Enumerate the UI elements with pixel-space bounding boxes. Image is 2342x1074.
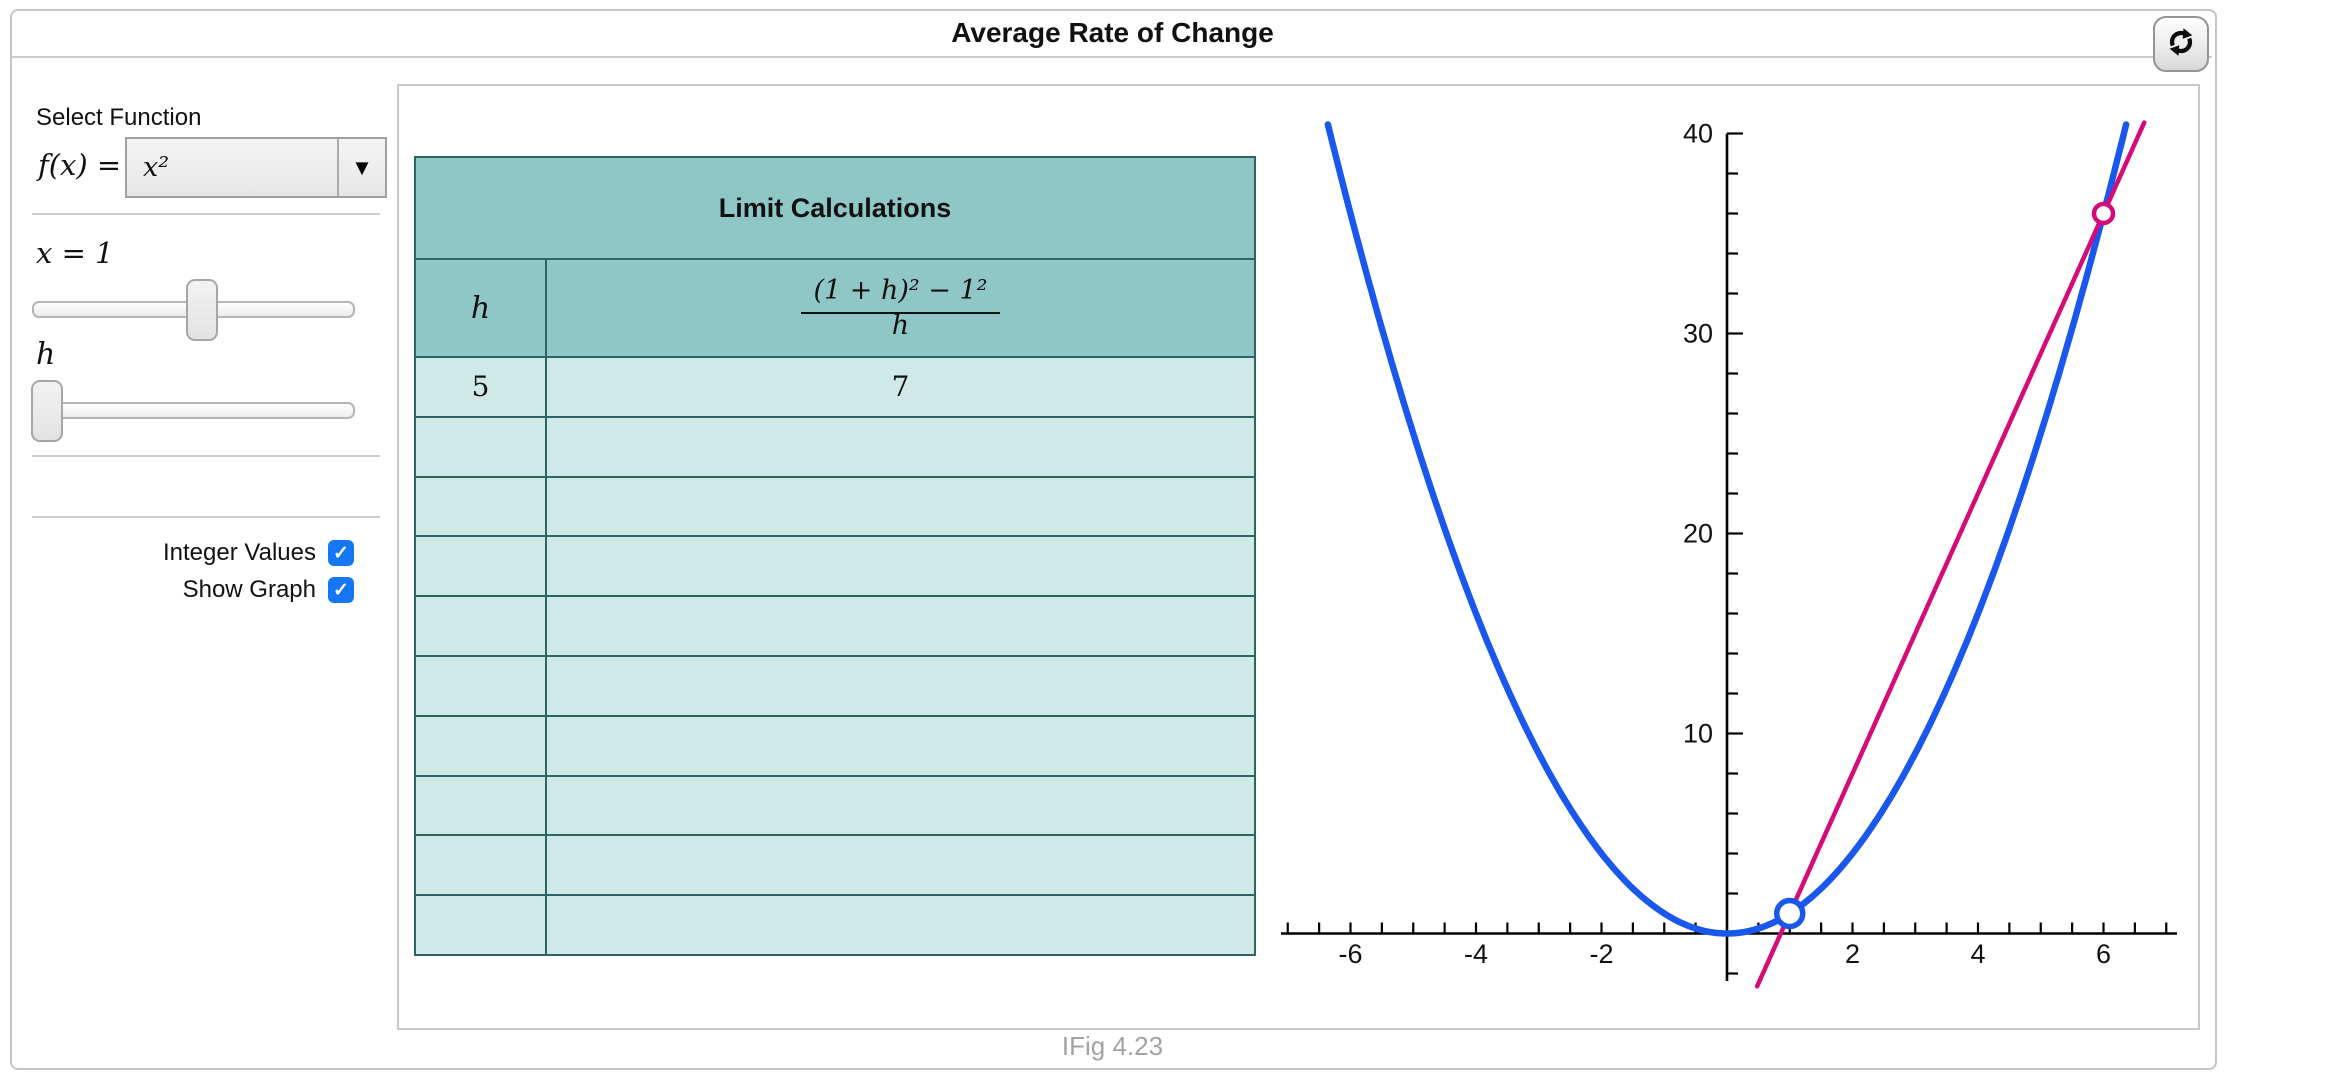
table-header-row: h (1 + h)² − 1² h bbox=[416, 260, 1254, 358]
h-cell bbox=[416, 716, 547, 775]
y-tick-label: 10 bbox=[1683, 719, 1713, 749]
table-row bbox=[416, 597, 1254, 657]
y-tick-label: 40 bbox=[1683, 119, 1713, 149]
sidebar-divider-1 bbox=[32, 213, 380, 215]
integer-values-checkbox[interactable]: ✓ bbox=[328, 540, 354, 566]
select-function-label: Select Function bbox=[36, 104, 202, 131]
x-tick-label: -6 bbox=[1338, 939, 1362, 969]
value-cell bbox=[547, 896, 1254, 954]
integer-values-label: Integer Values bbox=[163, 539, 316, 566]
function-dropdown-value: x² bbox=[143, 152, 170, 183]
title-divider bbox=[11, 56, 2212, 58]
y-tick-label: 30 bbox=[1683, 319, 1713, 349]
formula-numerator: (1 + h)² − 1² bbox=[801, 273, 1000, 314]
h-cell bbox=[416, 417, 547, 476]
integer-values-row: Integer Values ✓ bbox=[32, 538, 354, 568]
figure-caption: IFig 4.23 bbox=[1061, 1031, 1164, 1061]
value-cell bbox=[547, 657, 1254, 715]
secant-line bbox=[1754, 120, 2147, 989]
show-graph-row: Show Graph ✓ bbox=[32, 575, 354, 605]
x-tick-label: 4 bbox=[1970, 939, 1985, 969]
h-cell bbox=[416, 776, 547, 835]
x-tick-label: -2 bbox=[1589, 939, 1613, 969]
h-cell bbox=[416, 836, 547, 895]
table-row bbox=[416, 716, 1254, 777]
function-dropdown[interactable]: x² ▼ bbox=[125, 137, 387, 198]
value-cell bbox=[547, 597, 1254, 655]
h-cell bbox=[416, 477, 547, 536]
parabola-curve bbox=[1324, 121, 2130, 937]
h-cell bbox=[416, 537, 547, 596]
table-row bbox=[416, 896, 1254, 954]
table-row bbox=[416, 477, 1254, 538]
open-point bbox=[1774, 897, 1806, 930]
x-tick-label: 6 bbox=[2096, 939, 2111, 969]
reset-button[interactable] bbox=[2153, 16, 2209, 72]
value-cell: 7 bbox=[891, 370, 910, 404]
h-cell bbox=[416, 597, 547, 655]
table-row bbox=[416, 836, 1254, 897]
table-row bbox=[416, 656, 1254, 717]
h-value-label: h bbox=[36, 337, 56, 372]
sidebar-divider-3 bbox=[32, 516, 380, 518]
value-cell bbox=[547, 537, 1254, 595]
check-icon: ✓ bbox=[333, 542, 349, 564]
x-value-label: x = 1 bbox=[36, 236, 114, 270]
chevron-down-icon[interactable]: ▼ bbox=[337, 139, 385, 196]
value-cell bbox=[547, 418, 1254, 476]
table-row bbox=[416, 776, 1254, 837]
h-cell bbox=[416, 656, 547, 715]
h-slider-track[interactable] bbox=[32, 402, 355, 419]
x-tick-label: 2 bbox=[1845, 939, 1860, 969]
page-title: Average Rate of Change bbox=[951, 17, 1274, 48]
h-cell: 5 bbox=[416, 358, 547, 416]
show-graph-checkbox[interactable]: ✓ bbox=[328, 577, 354, 603]
table-row bbox=[416, 537, 1254, 598]
sidebar-divider-2 bbox=[32, 455, 380, 457]
difference-quotient-formula: (1 + h)² − 1² h bbox=[801, 273, 1000, 341]
function-graph: -6 -4 -2 2 4 6 10 20 30 40 bbox=[1281, 119, 2177, 989]
fx-equals-label: f(x) = bbox=[38, 148, 122, 182]
value-cell bbox=[547, 777, 1254, 835]
show-graph-label: Show Graph bbox=[182, 576, 316, 603]
refresh-icon bbox=[2164, 25, 2198, 64]
h-slider-thumb[interactable] bbox=[31, 380, 63, 442]
formula-column-header: (1 + h)² − 1² h bbox=[547, 260, 1254, 356]
x-slider-thumb[interactable] bbox=[186, 279, 218, 341]
x-tick-label: -4 bbox=[1464, 939, 1488, 969]
check-icon: ✓ bbox=[333, 579, 349, 601]
formula-denominator: h bbox=[891, 310, 910, 341]
open-point bbox=[2091, 201, 2116, 226]
table-title: Limit Calculations bbox=[416, 158, 1254, 260]
h-column-header: h bbox=[416, 260, 547, 356]
table-row bbox=[416, 417, 1254, 478]
value-cell bbox=[547, 717, 1254, 775]
h-cell bbox=[416, 896, 547, 954]
value-cell bbox=[547, 836, 1254, 894]
y-tick-label: 20 bbox=[1683, 519, 1713, 549]
value-cell bbox=[547, 478, 1254, 536]
